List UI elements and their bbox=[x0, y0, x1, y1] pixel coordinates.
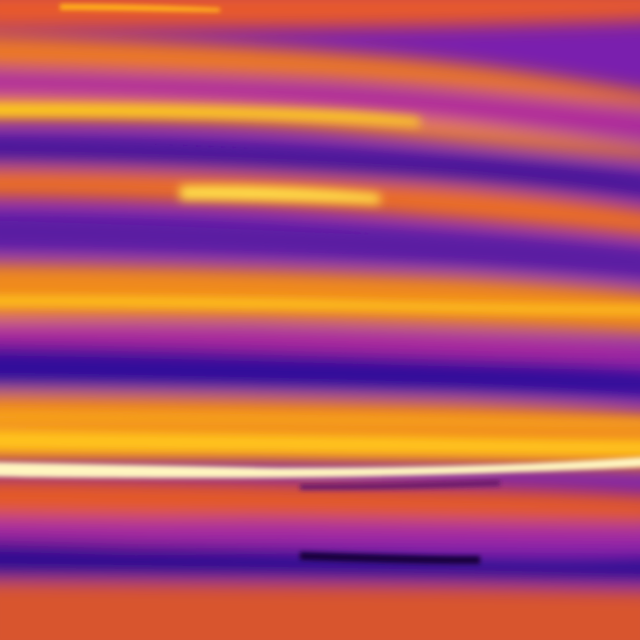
hottest-line bbox=[0, 4, 640, 564]
hot-streaks bbox=[0, 104, 640, 456]
